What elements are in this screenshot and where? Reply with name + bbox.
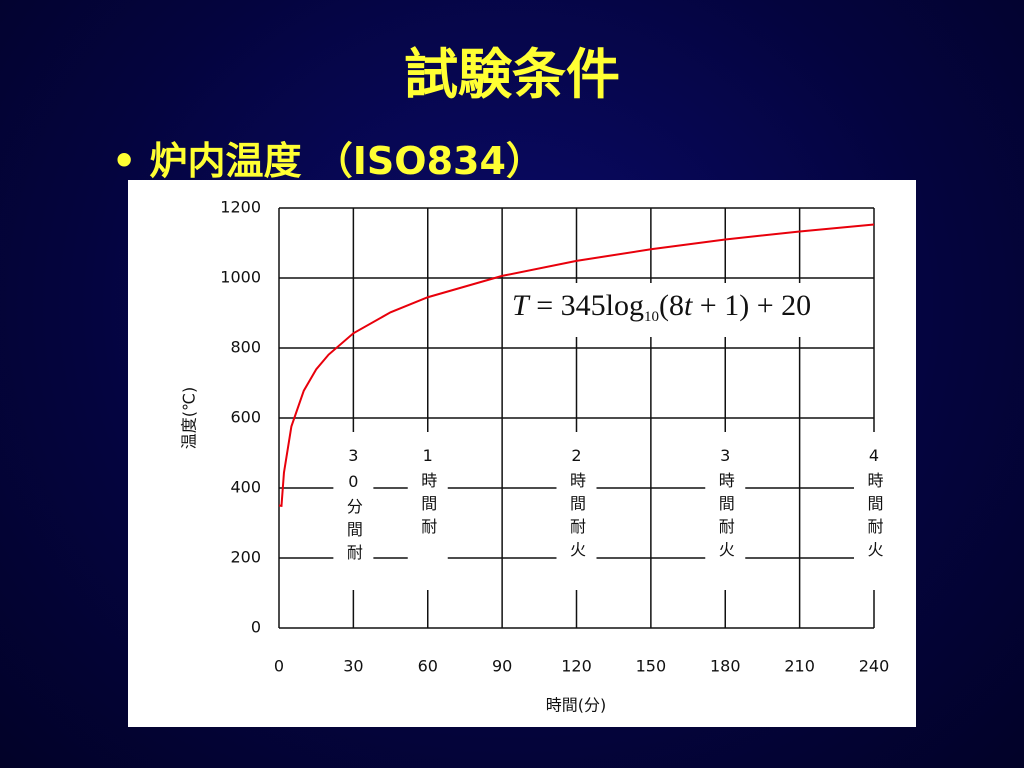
x-axis-label: 時間(分) [546, 696, 607, 715]
label-backdrop [705, 432, 746, 590]
formula-part: T [512, 289, 531, 322]
bullet: • 炉内温度 （ISO834） [112, 139, 544, 183]
y-axis-label: 温度(℃) [180, 387, 199, 449]
formula-part: (8 [659, 289, 684, 322]
fire-rating-label: 1時間耐 [418, 446, 437, 541]
label-backdrop [407, 432, 448, 590]
x-tick-label: 30 [343, 657, 363, 676]
x-tick-label: 240 [859, 657, 890, 676]
fire-rating-label: 30分間耐 [344, 446, 363, 567]
fire-rating-label: 2時間耐火 [567, 446, 586, 564]
y-tick-label: 1000 [220, 268, 261, 287]
fire-rating-label: 3時間耐火 [716, 446, 735, 564]
y-tick-label: 200 [230, 548, 261, 567]
fire-rating-label: 4時間耐火 [865, 446, 884, 564]
x-tick-label: 0 [274, 657, 284, 676]
x-tick-label: 210 [784, 657, 815, 676]
bullet-text: 炉内温度 （ISO834） [149, 139, 544, 183]
y-tick-label: 600 [230, 408, 261, 427]
formula-part: t [684, 289, 693, 322]
x-tick-label: 180 [710, 657, 741, 676]
x-tick-label: 150 [636, 657, 667, 676]
formula-part: = 345log [529, 289, 644, 322]
formula-sub: 10 [644, 309, 659, 325]
formula-box [505, 283, 870, 337]
label-backdrop [333, 432, 374, 590]
x-tick-label: 90 [492, 657, 512, 676]
formula-part: + 1) + 20 [692, 289, 811, 322]
temperature-curve [278, 223, 875, 507]
y-tick-label: 400 [230, 478, 261, 497]
formula: T = 345log10(8t + 1) + 20 [512, 289, 811, 326]
y-tick-label: 800 [230, 338, 261, 357]
slide-title: 試験条件 [404, 43, 620, 106]
y-tick-label: 1200 [220, 198, 261, 217]
label-backdrop [854, 432, 894, 590]
y-tick-label: 0 [251, 618, 261, 637]
chart-background [128, 180, 916, 727]
label-backdrop [556, 432, 597, 590]
x-tick-label: 120 [561, 657, 592, 676]
x-tick-label: 60 [418, 657, 438, 676]
